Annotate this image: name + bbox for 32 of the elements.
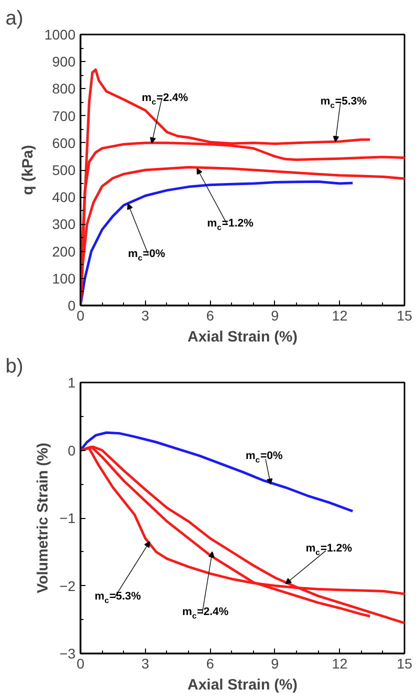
x-tick-label: 15	[396, 308, 412, 324]
x-tick-label: 9	[271, 656, 280, 672]
y-tick-label: 700	[52, 108, 76, 124]
y-axis-title: q (kPa)	[19, 144, 36, 196]
y-tick-label: 800	[52, 80, 76, 97]
y-tick-label: 1	[68, 374, 76, 390]
y-tick-label: 400	[52, 189, 76, 206]
x-axis-title: Axial Strain (%)	[187, 676, 298, 694]
y-tick-label: 600	[52, 134, 76, 151]
y-tick-label: 0	[68, 298, 76, 314]
chart-title: b)	[6, 356, 24, 378]
x-tick-label: 12	[332, 656, 348, 672]
y-tick-label: 100	[52, 270, 76, 286]
x-tick-label: 12	[332, 308, 348, 324]
y-tick-label: 900	[52, 54, 76, 70]
x-tick-label: 15	[396, 656, 412, 672]
y-tick-label: 200	[52, 243, 76, 260]
y-tick-label: 1000	[44, 26, 76, 42]
y-tick-label: 0	[68, 442, 76, 458]
y-tick-label: 300	[52, 216, 76, 232]
x-axis-title: Axial Strain (%)	[187, 328, 298, 346]
x-tick-label: 6	[206, 308, 214, 324]
y-tick-label: −3	[60, 646, 76, 662]
x-tick-label: 3	[141, 656, 150, 672]
x-tick-label: 3	[141, 308, 150, 324]
y-tick-label: −2	[60, 578, 76, 594]
x-tick-label: 6	[206, 656, 214, 672]
y-tick-label: −1	[60, 510, 76, 526]
y-tick-label: 500	[52, 162, 76, 178]
y-axis-title: Volumetric Strain (%)	[34, 442, 52, 594]
chart-title: a)	[6, 8, 24, 30]
x-tick-label: 9	[271, 308, 280, 324]
